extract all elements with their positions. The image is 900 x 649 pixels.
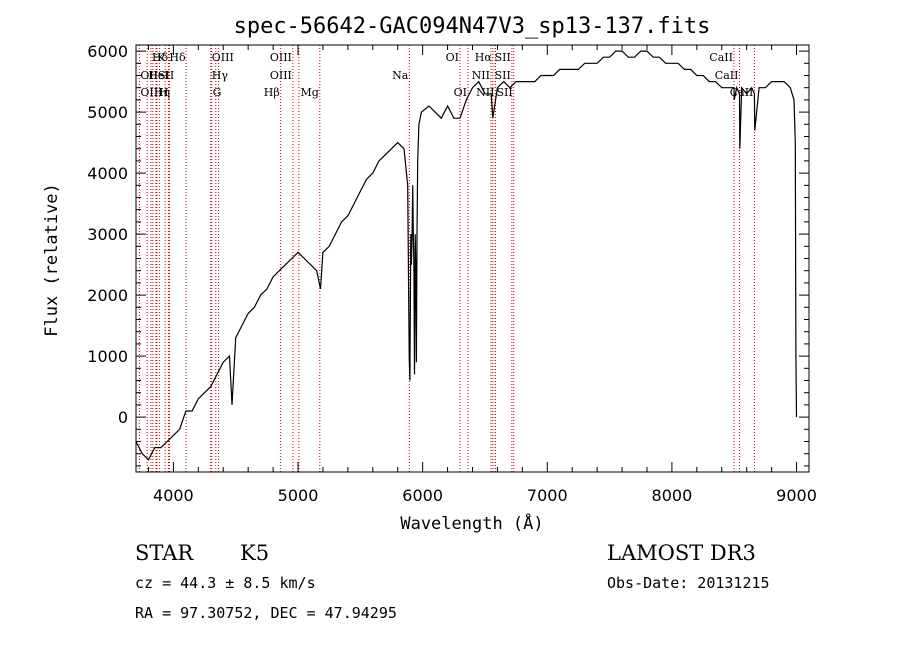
line-label: CaII <box>709 51 733 64</box>
redshift-velocity: cz = 44.3 ± 8.5 km/s <box>135 574 316 592</box>
y-tick-label: 5000 <box>87 103 128 122</box>
object-type: STAR <box>135 541 194 565</box>
line-label: K <box>157 51 166 64</box>
y-tick-label: 3000 <box>87 225 128 244</box>
x-axis: 4000 5000 6000 7000 8000 9000 <box>147 45 817 505</box>
object-subclass: K5 <box>240 541 270 565</box>
chart-title: spec-56642-GAC094N47V3_sp13-137.fits <box>234 14 711 39</box>
line-label: Na <box>392 69 409 82</box>
x-tick-label: 8000 <box>652 486 693 505</box>
y-axis-label: Flux (relative) <box>42 183 62 337</box>
line-label: OIII <box>140 86 162 99</box>
line-label: NII <box>476 86 494 99</box>
line-label: Hα <box>475 51 493 64</box>
x-tick-label: 5000 <box>278 486 319 505</box>
line-label: OIII <box>270 51 292 64</box>
line-label: H <box>159 86 169 99</box>
line-label: HeI <box>148 69 168 82</box>
line-label: OI <box>446 51 459 64</box>
line-label: Hδ <box>152 51 169 64</box>
plot-frame <box>135 44 810 473</box>
line-label: Hδ <box>169 51 186 64</box>
survey-name: LAMOST DR3 <box>607 541 756 565</box>
spectrum-line <box>135 50 798 461</box>
line-label: SII <box>497 86 513 99</box>
line-label: NII <box>472 69 490 82</box>
line-label: Hη <box>154 86 170 99</box>
line-label: Mg <box>301 86 319 99</box>
x-tick-label: 7000 <box>527 486 568 505</box>
line-label: Hγ <box>212 69 229 82</box>
y-tick-label: 0 <box>118 408 128 427</box>
line-label: SII <box>495 51 511 64</box>
coordinates: RA = 97.30752, DEC = 47.94295 <box>135 604 397 622</box>
line-label: OI <box>454 86 467 99</box>
line-label: CaII <box>715 69 739 82</box>
x-tick-label: 9000 <box>776 486 817 505</box>
line-label: OII <box>140 69 158 82</box>
line-label: OIII <box>212 51 234 64</box>
x-tick-label: 4000 <box>153 486 194 505</box>
observation-date: Obs-Date: 20131215 <box>607 574 770 592</box>
x-axis-label: Wavelength (Å) <box>400 512 543 534</box>
y-tick-label: 2000 <box>87 286 128 305</box>
y-tick-label: 6000 <box>87 42 128 61</box>
line-label: SII <box>158 69 174 82</box>
emission-line-markers <box>138 45 755 472</box>
y-tick-label: 1000 <box>87 347 128 366</box>
line-label: G <box>213 86 222 99</box>
line-label: SII <box>495 69 511 82</box>
x-tick-label: 6000 <box>402 486 443 505</box>
y-axis: 0 1000 2000 3000 4000 5000 6000 <box>87 42 809 467</box>
line-label: Hβ <box>264 86 280 99</box>
y-tick-label: 4000 <box>87 164 128 183</box>
line-label: OIII <box>270 69 292 82</box>
